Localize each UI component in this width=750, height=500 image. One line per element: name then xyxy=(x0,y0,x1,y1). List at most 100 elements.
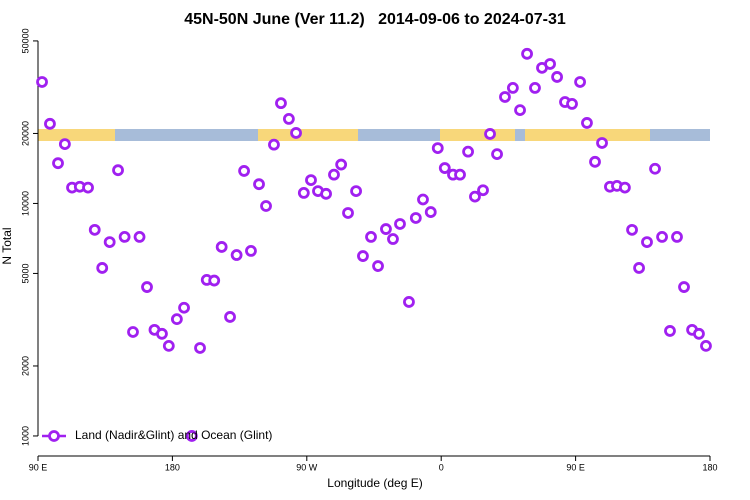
data-point xyxy=(484,128,496,140)
data-point xyxy=(282,113,295,125)
ocean-band xyxy=(515,129,525,141)
data-point xyxy=(403,296,415,308)
x-tick-label: 90 E xyxy=(566,462,585,472)
data-point xyxy=(112,164,124,177)
data-point xyxy=(36,76,48,88)
data-point xyxy=(671,230,683,243)
data-point xyxy=(477,184,489,197)
ocean-band xyxy=(115,129,258,141)
data-point xyxy=(290,127,302,139)
data-point xyxy=(82,181,94,194)
data-point xyxy=(380,223,392,235)
data-point xyxy=(253,178,265,191)
y-tick-label: 5000 xyxy=(20,263,30,283)
data-point xyxy=(581,117,593,129)
data-point xyxy=(178,301,190,314)
land-ocean-strip xyxy=(38,129,710,141)
y-axis-label: N Total xyxy=(0,227,14,264)
y-tick-label: 50000 xyxy=(20,28,30,53)
data-point xyxy=(693,327,705,340)
data-point xyxy=(238,165,250,177)
data-point xyxy=(357,250,369,262)
data-point xyxy=(305,174,317,187)
data-point xyxy=(499,91,511,103)
data-point xyxy=(44,117,56,130)
data-point xyxy=(215,241,228,253)
data-point xyxy=(365,230,377,243)
data-point xyxy=(328,168,340,181)
data-point xyxy=(641,236,653,248)
data-point xyxy=(618,181,631,194)
data-point xyxy=(230,249,243,261)
data-point xyxy=(118,230,131,243)
data-point xyxy=(350,185,362,198)
land-band xyxy=(38,129,115,141)
data-point xyxy=(133,230,146,243)
data-point xyxy=(394,218,406,230)
data-point xyxy=(88,223,101,236)
data-point xyxy=(224,311,236,323)
data-point xyxy=(551,71,563,83)
data-point xyxy=(574,76,586,88)
data-point xyxy=(268,138,280,151)
data-point xyxy=(103,236,116,248)
data-point xyxy=(156,327,168,340)
data-point xyxy=(589,155,601,168)
ocean-band xyxy=(650,129,710,141)
data-point xyxy=(596,137,608,149)
y-tick-label: 1000 xyxy=(20,426,30,446)
data-point xyxy=(185,430,198,442)
data-point xyxy=(335,158,348,171)
data-point xyxy=(656,230,668,243)
data-point xyxy=(170,313,183,326)
data-point xyxy=(678,281,690,293)
data-point xyxy=(700,339,712,352)
data-point xyxy=(208,274,221,287)
data-point xyxy=(320,187,332,200)
data-point xyxy=(454,168,466,181)
y-tick-label: 2000 xyxy=(20,356,30,376)
data-point xyxy=(342,207,354,219)
y-tick-label: 10000 xyxy=(20,191,30,216)
x-tick-label: 180 xyxy=(702,462,717,472)
data-point xyxy=(431,142,444,154)
data-point xyxy=(544,58,556,70)
data-point xyxy=(664,325,676,337)
legend-label: Land (Nadir&Glint) and Ocean (Glint) xyxy=(75,428,272,442)
data-point xyxy=(649,162,661,175)
data-point xyxy=(245,245,257,257)
chart-title: 45N-50N June (Ver 11.2) 2014-09-06 to 20… xyxy=(184,11,566,28)
data-point xyxy=(417,193,429,206)
data-point xyxy=(260,200,272,212)
x-axis-label: Longitude (deg E) xyxy=(327,476,422,490)
data-point xyxy=(529,82,541,94)
data-point xyxy=(194,342,206,354)
data-point xyxy=(297,187,310,199)
land-band xyxy=(440,129,515,141)
data-point xyxy=(409,212,422,224)
y-tick-label: 20000 xyxy=(20,121,30,146)
x-tick-label: 0 xyxy=(439,462,444,472)
data-point xyxy=(58,138,71,150)
land-band xyxy=(258,129,358,141)
data-point xyxy=(52,157,64,170)
data-point xyxy=(626,223,638,236)
data-point xyxy=(521,47,533,60)
data-point xyxy=(275,97,287,110)
data-point xyxy=(424,206,437,218)
data-point xyxy=(96,262,109,274)
data-point xyxy=(372,260,384,272)
data-point xyxy=(506,82,519,94)
legend-marker xyxy=(48,430,60,442)
x-tick-label: 90 W xyxy=(296,462,318,472)
data-point xyxy=(127,326,139,338)
data-point xyxy=(566,97,578,110)
x-tick-label: 180 xyxy=(165,462,180,472)
data-point xyxy=(438,162,451,174)
data-point xyxy=(514,104,526,117)
data-point xyxy=(462,145,474,158)
data-point xyxy=(469,190,481,203)
data-point xyxy=(491,148,503,161)
